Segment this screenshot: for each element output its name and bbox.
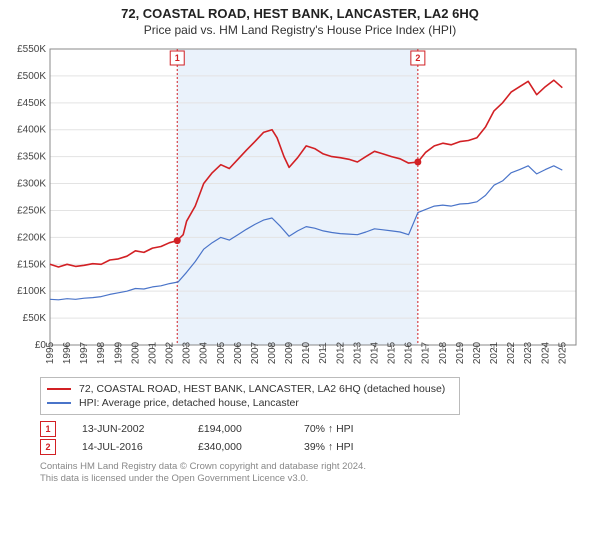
legend-label: HPI: Average price, detached house, Lanc…	[79, 396, 299, 410]
svg-text:2003: 2003	[182, 341, 193, 364]
transaction-row: 1 13-JUN-2002 £194,000 70% ↑ HPI	[40, 421, 600, 437]
svg-text:2: 2	[415, 53, 420, 63]
transaction-delta: 39% ↑ HPI	[304, 441, 354, 453]
transaction-delta: 70% ↑ HPI	[304, 423, 354, 435]
svg-text:£250K: £250K	[17, 205, 46, 216]
legend-row: 72, COASTAL ROAD, HEST BANK, LANCASTER, …	[47, 382, 453, 396]
svg-text:£400K: £400K	[17, 125, 46, 136]
svg-text:£100K: £100K	[17, 286, 46, 297]
svg-text:2012: 2012	[335, 341, 346, 364]
svg-text:1995: 1995	[45, 341, 56, 364]
svg-text:£550K: £550K	[17, 44, 46, 55]
transaction-badge: 2	[40, 439, 56, 455]
svg-text:2019: 2019	[455, 341, 466, 364]
svg-text:£150K: £150K	[17, 259, 46, 270]
chart-subtitle: Price paid vs. HM Land Registry's House …	[0, 23, 600, 37]
svg-text:£350K: £350K	[17, 152, 46, 163]
legend: 72, COASTAL ROAD, HEST BANK, LANCASTER, …	[40, 377, 460, 415]
svg-text:1998: 1998	[96, 341, 107, 364]
chart-title: 72, COASTAL ROAD, HEST BANK, LANCASTER, …	[0, 6, 600, 21]
svg-text:2000: 2000	[130, 341, 141, 364]
svg-text:1997: 1997	[79, 341, 90, 364]
svg-text:1996: 1996	[62, 341, 73, 364]
svg-text:1: 1	[175, 53, 180, 63]
svg-text:2007: 2007	[250, 341, 261, 364]
attribution-line-2: This data is licensed under the Open Gov…	[40, 473, 600, 485]
svg-text:2001: 2001	[147, 341, 158, 364]
price-chart: £0£50K£100K£150K£200K£250K£300K£350K£400…	[8, 41, 584, 371]
transaction-price: £340,000	[198, 441, 278, 453]
attribution: Contains HM Land Registry data © Crown c…	[40, 461, 600, 485]
svg-text:2011: 2011	[318, 342, 329, 364]
transaction-date: 14-JUL-2016	[82, 441, 172, 453]
svg-text:2009: 2009	[284, 341, 295, 364]
svg-text:2010: 2010	[301, 341, 312, 364]
svg-text:2023: 2023	[523, 341, 534, 364]
transaction-badge: 1	[40, 421, 56, 437]
legend-label: 72, COASTAL ROAD, HEST BANK, LANCASTER, …	[79, 382, 445, 396]
svg-text:2006: 2006	[233, 341, 244, 364]
svg-text:£200K: £200K	[17, 232, 46, 243]
legend-swatch	[47, 388, 71, 390]
svg-text:2018: 2018	[438, 341, 449, 364]
chart-area: £0£50K£100K£150K£200K£250K£300K£350K£400…	[8, 41, 588, 371]
svg-text:1999: 1999	[113, 341, 124, 364]
svg-text:£450K: £450K	[17, 98, 46, 109]
svg-text:2016: 2016	[404, 341, 415, 364]
svg-text:2013: 2013	[352, 341, 363, 364]
legend-swatch	[47, 402, 71, 404]
svg-text:2005: 2005	[216, 341, 227, 364]
svg-text:2020: 2020	[472, 341, 483, 364]
svg-text:2015: 2015	[387, 341, 398, 364]
attribution-line-1: Contains HM Land Registry data © Crown c…	[40, 461, 600, 473]
svg-text:2024: 2024	[540, 341, 551, 364]
svg-text:2002: 2002	[165, 341, 176, 364]
svg-text:2008: 2008	[267, 341, 278, 364]
legend-row: HPI: Average price, detached house, Lanc…	[47, 396, 453, 410]
svg-text:£500K: £500K	[17, 71, 46, 82]
svg-text:£300K: £300K	[17, 179, 46, 190]
transaction-date: 13-JUN-2002	[82, 423, 172, 435]
svg-text:2022: 2022	[506, 341, 517, 364]
svg-text:2004: 2004	[199, 341, 210, 364]
svg-text:£50K: £50K	[23, 313, 47, 324]
svg-text:2017: 2017	[421, 341, 432, 364]
svg-text:2025: 2025	[557, 341, 568, 364]
svg-text:2014: 2014	[369, 341, 380, 364]
transactions-table: 1 13-JUN-2002 £194,000 70% ↑ HPI 2 14-JUL-201…	[40, 421, 600, 455]
svg-text:2021: 2021	[489, 341, 500, 364]
transaction-row: 2 14-JUL-2016 £340,000 39% ↑ HPI	[40, 439, 600, 455]
transaction-price: £194,000	[198, 423, 278, 435]
